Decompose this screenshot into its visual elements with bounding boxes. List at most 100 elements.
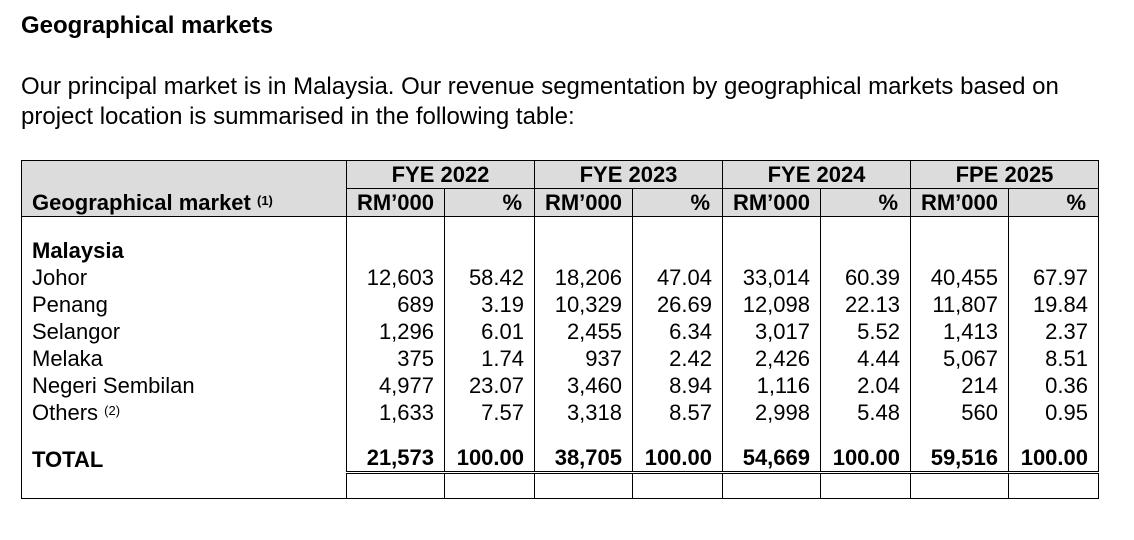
total-value: 21,573 xyxy=(346,444,445,473)
pct-column-header: % xyxy=(444,188,535,217)
row-label: Selangor xyxy=(22,318,347,345)
row-label-text: Melaka xyxy=(32,346,103,371)
period-header: FYE 2024 xyxy=(722,160,911,189)
row-label-text: Penang xyxy=(32,292,108,317)
pct-value: 2.42 xyxy=(632,345,723,372)
pct-value: 5.52 xyxy=(820,318,911,345)
total-value: 100.00 xyxy=(820,444,911,473)
row-label: Penang xyxy=(22,291,347,318)
row-label-text: Others xyxy=(32,400,99,425)
footnote-marker: (1) xyxy=(257,193,273,208)
period-header: FYE 2022 xyxy=(346,160,535,189)
row-label-text: Negeri Sembilan xyxy=(32,373,195,398)
pct-value: 2.37 xyxy=(1008,318,1099,345)
table-row: Others (2) 1,633 7.57 3,318 8.57 2,998 5.48 560… xyxy=(22,399,1099,426)
pct-value: 26.69 xyxy=(632,291,723,318)
rm-column-header: RM’000 xyxy=(910,188,1009,217)
pct-value: 6.01 xyxy=(444,318,535,345)
section-heading: Geographical markets xyxy=(21,12,274,39)
pct-column-header: % xyxy=(632,188,723,217)
rm-column-header: RM’000 xyxy=(346,188,445,217)
row-label: Negeri Sembilan xyxy=(22,372,347,399)
rm-column-header: RM’000 xyxy=(534,188,633,217)
pct-value: 6.34 xyxy=(632,318,723,345)
total-value: 100.00 xyxy=(1008,444,1099,473)
total-value: 38,705 xyxy=(534,444,633,473)
rm-value: 937 xyxy=(534,345,633,372)
row-label: Melaka xyxy=(22,345,347,372)
footnote-marker: (2) xyxy=(104,403,121,418)
region-label: Malaysia xyxy=(32,238,124,263)
table-row: Negeri Sembilan 4,977 23.07 3,460 8.94 1,116 2… xyxy=(22,372,1099,399)
pct-value: 22.13 xyxy=(820,291,911,318)
total-value: 59,516 xyxy=(910,444,1009,473)
period-header: FYE 2023 xyxy=(534,160,723,189)
pct-column-header: % xyxy=(1008,188,1099,217)
total-label: TOTAL xyxy=(32,446,104,472)
row-label: Others (2) xyxy=(22,399,347,426)
pct-value: 19.84 xyxy=(1008,291,1099,318)
total-value: 54,669 xyxy=(722,444,821,473)
pct-value: 3.19 xyxy=(444,291,535,318)
pct-value: 8.57 xyxy=(632,399,723,426)
pct-value: 67.97 xyxy=(1008,264,1099,291)
rm-value: 1,296 xyxy=(346,318,445,345)
rm-value: 4,977 xyxy=(346,372,445,399)
table-row: Penang 689 3.19 10,329 26.69 12,098 22.13 11,80… xyxy=(22,291,1099,318)
rm-value: 33,014 xyxy=(722,264,821,291)
rm-value: 18,206 xyxy=(534,264,633,291)
table-row: Johor 12,603 58.42 18,206 47.04 33,014 60.39 40… xyxy=(22,264,1099,291)
table-row: Melaka 375 1.74 937 2.42 2,426 4.44 5,067 8.51 xyxy=(22,345,1099,372)
pct-value: 2.04 xyxy=(820,372,911,399)
rm-value: 2,426 xyxy=(722,345,821,372)
unit-header-row: Geographical market (1) RM’000 % RM’000 … xyxy=(21,188,1099,217)
pct-column-header: % xyxy=(820,188,911,217)
rm-value: 3,318 xyxy=(534,399,633,426)
rm-value: 3,460 xyxy=(534,372,633,399)
geographical-market-table: FYE 2022 FYE 2023 FYE 2024 FPE 2025 Geog… xyxy=(21,160,1099,499)
spacer-row xyxy=(22,216,1099,237)
pct-value: 7.57 xyxy=(444,399,535,426)
rm-value: 10,329 xyxy=(534,291,633,318)
total-value: 100.00 xyxy=(632,444,723,473)
intro-paragraph: Our principal market is in Malaysia. Our… xyxy=(21,73,1059,130)
rm-value: 560 xyxy=(910,399,1009,426)
rm-value: 5,067 xyxy=(910,345,1009,372)
rm-column-header: RM’000 xyxy=(722,188,821,217)
rm-value: 11,807 xyxy=(910,291,1009,318)
pct-value: 8.94 xyxy=(632,372,723,399)
rm-value: 1,413 xyxy=(910,318,1009,345)
header-label-spacer xyxy=(21,160,347,189)
rm-value: 1,633 xyxy=(346,399,445,426)
total-row: TOTAL 21,573 100.00 38,705 100.00 54,669… xyxy=(22,444,1099,473)
rm-value: 375 xyxy=(346,345,445,372)
pct-value: 0.36 xyxy=(1008,372,1099,399)
rm-value: 689 xyxy=(346,291,445,318)
label-column-header-text: Geographical market xyxy=(32,190,251,215)
row-label: Johor xyxy=(22,264,347,291)
pct-value: 60.39 xyxy=(820,264,911,291)
spacer-row xyxy=(22,426,1099,444)
pct-value: 8.51 xyxy=(1008,345,1099,372)
region-row: Malaysia xyxy=(22,237,1099,264)
data-rows: Johor 12,603 58.42 18,206 47.04 33,014 60.39 40… xyxy=(22,264,1099,426)
period-header: FPE 2025 xyxy=(910,160,1099,189)
label-column-header: Geographical market (1) xyxy=(21,188,347,217)
pct-value: 23.07 xyxy=(444,372,535,399)
rm-value: 12,603 xyxy=(346,264,445,291)
total-value: 100.00 xyxy=(444,444,535,473)
rm-value: 40,455 xyxy=(910,264,1009,291)
pct-value: 58.42 xyxy=(444,264,535,291)
rm-value: 214 xyxy=(910,372,1009,399)
rm-value: 1,116 xyxy=(722,372,821,399)
rm-value: 2,455 xyxy=(534,318,633,345)
pct-value: 4.44 xyxy=(820,345,911,372)
table-row: Selangor 1,296 6.01 2,455 6.34 3,017 5.52 1,413… xyxy=(22,318,1099,345)
row-label-text: Johor xyxy=(32,265,88,290)
pct-value: 5.48 xyxy=(820,399,911,426)
total-underline-row xyxy=(22,471,1099,499)
pct-value: 1.74 xyxy=(444,345,535,372)
period-header-row: FYE 2022 FYE 2023 FYE 2024 FPE 2025 xyxy=(21,160,1099,189)
rm-value: 12,098 xyxy=(722,291,821,318)
pct-value: 0.95 xyxy=(1008,399,1099,426)
